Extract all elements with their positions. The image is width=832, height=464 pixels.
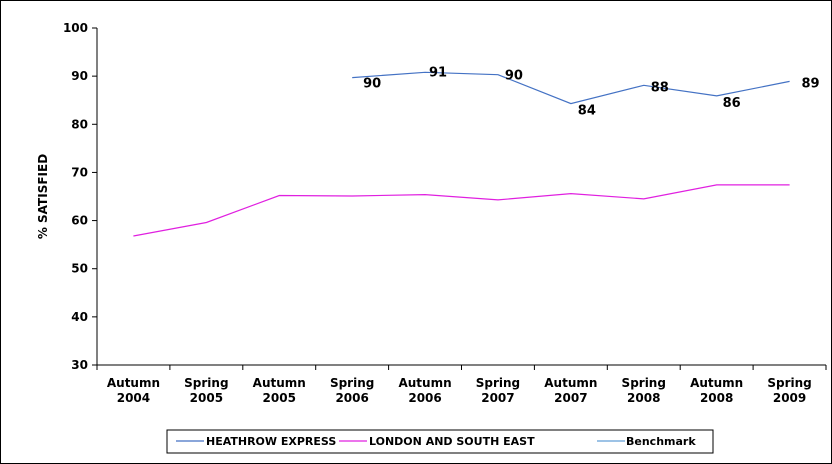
x-tick-label-line: 2006 <box>335 391 368 405</box>
x-tick-label: Spring 2005 <box>184 376 228 405</box>
legend-label: HEATHROW EXPRESS <box>206 435 336 448</box>
series-line-0 <box>352 71 790 105</box>
data-label: 91 <box>429 65 447 80</box>
data-label: 86 <box>723 96 741 111</box>
x-tick-label: Autumn 2006 <box>398 376 451 405</box>
x-tick-label-line: Autumn <box>253 376 306 390</box>
x-tick-label: Autumn 2005 <box>253 376 306 405</box>
series-line-1 <box>133 184 790 237</box>
data-labels: 90 91 90 84 88 86 89 <box>363 65 819 118</box>
x-tick-label-line: Spring <box>330 376 374 390</box>
legend-box <box>166 429 714 454</box>
y-tick-label: 30 <box>71 358 88 372</box>
x-tick-label-line: Autumn <box>398 376 451 390</box>
x-tick-label-line: 2009 <box>773 391 806 405</box>
y-tick-label: 100 <box>63 21 88 35</box>
y-tick-label: 90 <box>71 69 88 83</box>
x-tick-label: Spring 2009 <box>767 376 811 405</box>
data-label: 89 <box>802 76 820 91</box>
x-tick-label-line: 2008 <box>700 391 733 405</box>
x-tick-label: Autumn 2008 <box>690 376 743 405</box>
x-tick-label-line: Autumn <box>544 376 597 390</box>
legend-label: LONDON AND SOUTH EAST <box>369 435 535 448</box>
x-tick-label: Autumn 2004 <box>107 376 160 405</box>
data-label: 88 <box>651 80 669 95</box>
y-tick-label: 50 <box>71 262 88 276</box>
x-tick-label-line: 2006 <box>408 391 441 405</box>
x-tick-label: Autumn 2007 <box>544 376 597 405</box>
x-tick-label-line: Autumn <box>107 376 160 390</box>
data-label: 90 <box>505 69 523 84</box>
y-tick-label: 80 <box>71 117 88 131</box>
x-tick-label-line: 2007 <box>481 391 514 405</box>
x-tick-label-line: 2005 <box>263 391 296 405</box>
data-label: 90 <box>363 77 381 92</box>
y-tick-label: 70 <box>71 165 88 179</box>
x-tick-label-line: Autumn <box>690 376 743 390</box>
x-tick-label-line: 2005 <box>190 391 223 405</box>
legend-label: Benchmark <box>626 435 696 448</box>
y-tick-label: 60 <box>71 214 88 228</box>
x-tick-label: Spring 2007 <box>476 376 520 405</box>
data-label: 84 <box>578 104 596 119</box>
series-lines <box>133 71 790 237</box>
y-axis-title: % SATISFIED <box>36 154 50 239</box>
x-tick-label-line: 2007 <box>554 391 587 405</box>
x-tick-label-line: Spring <box>767 376 811 390</box>
y-tick-label: 40 <box>71 310 88 324</box>
axes <box>92 27 827 370</box>
x-tick-label-line: Spring <box>476 376 520 390</box>
x-tick-label: Spring 2006 <box>330 376 374 405</box>
x-tick-label-line: 2008 <box>627 391 660 405</box>
x-tick-label-line: Spring <box>622 376 666 390</box>
legend: HEATHROW EXPRESS LONDON AND SOUTH EAST Ben… <box>166 429 714 454</box>
x-tick-label-line: 2004 <box>117 391 150 405</box>
x-tick-label-line: Spring <box>184 376 228 390</box>
x-tick-label: Spring 2008 <box>622 376 666 405</box>
